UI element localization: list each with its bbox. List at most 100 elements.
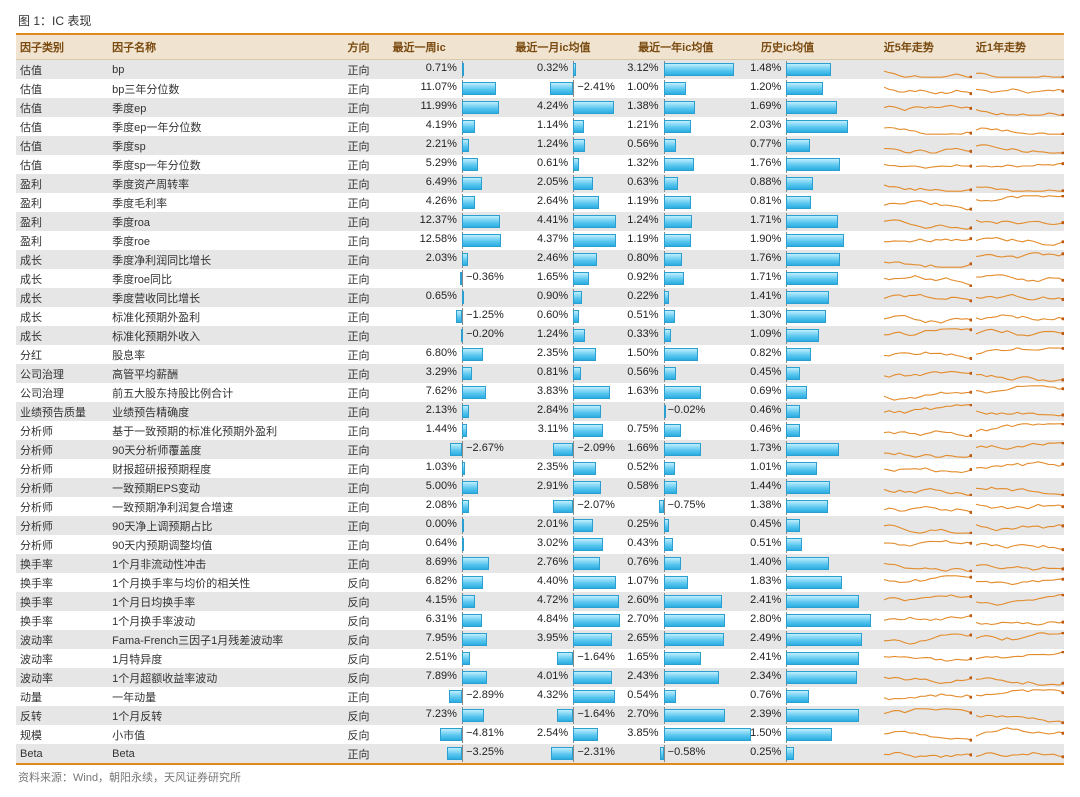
bar-y: 0.75% (638, 422, 753, 439)
sparkline (884, 328, 972, 344)
cell-s5 (880, 478, 972, 497)
bar-h: 0.46% (761, 422, 876, 439)
cell-cat: 成长 (16, 250, 108, 269)
bar-w: −2.67% (393, 441, 508, 458)
bar-y: 0.56% (638, 365, 753, 382)
table-header-row: 因子类别因子名称方向最近一周ic最近一月ic均值最近一年ic均值历史ic均值近5… (16, 35, 1064, 60)
sparkline (976, 81, 1064, 97)
table-row: 业绩预告质量业绩预告精确度正向2.13%2.84%−0.02%0.46% (16, 402, 1064, 421)
col-cat: 因子类别 (16, 35, 108, 60)
bar-w: −0.36% (393, 270, 508, 287)
bar-y: 3.12% (638, 61, 753, 78)
cell-name: 标准化预期外收入 (108, 326, 343, 345)
bar-m: 4.72% (515, 593, 630, 610)
sparkline (884, 556, 972, 572)
bar-y: 2.65% (638, 631, 753, 648)
bar-h: 0.82% (761, 346, 876, 363)
sparkline (884, 499, 972, 515)
cell-s5 (880, 174, 972, 193)
cell-s5 (880, 611, 972, 630)
sparkline (976, 480, 1064, 496)
cell-s1 (972, 98, 1064, 117)
cell-dir: 正向 (344, 98, 389, 117)
bar-y: 3.85% (638, 726, 753, 743)
table-row: 换手率1个月日均换手率反向4.15%4.72%2.60%2.41% (16, 592, 1064, 611)
cell-cat: 分红 (16, 345, 108, 364)
cell-dir: 正向 (344, 421, 389, 440)
bar-m: 4.37% (515, 232, 630, 249)
bar-w: 0.71% (393, 61, 508, 78)
bar-m: 0.32% (515, 61, 630, 78)
source-note: 资料来源：Wind，朝阳永续，天风证券研究所 (16, 769, 1064, 785)
cell-s5 (880, 516, 972, 535)
bar-m: −2.07% (515, 498, 630, 515)
bar-m: 1.65% (515, 270, 630, 287)
table-row: 反转1个月反转反向7.23%−1.64%2.70%2.39% (16, 706, 1064, 725)
bar-y: 0.51% (638, 308, 753, 325)
bar-y: 0.52% (638, 460, 753, 477)
bar-w: 7.62% (393, 384, 508, 401)
cell-s1 (972, 383, 1064, 402)
table-row: 波动率1月特异度反向2.51%−1.64%1.65%2.41% (16, 649, 1064, 668)
bar-y: 0.54% (638, 688, 753, 705)
sparkline (976, 366, 1064, 382)
cell-cat: 盈利 (16, 174, 108, 193)
table-row: 动量一年动量正向−2.89%4.32%0.54%0.76% (16, 687, 1064, 706)
sparkline (884, 442, 972, 458)
cell-dir: 正向 (344, 193, 389, 212)
table-row: 成长标准化预期外收入正向−0.20%1.24%0.33%1.09% (16, 326, 1064, 345)
cell-dir: 正向 (344, 231, 389, 250)
table-row: 成长季度roe同比正向−0.36%1.65%0.92%1.71% (16, 269, 1064, 288)
cell-name: 一致预期净利润复合增速 (108, 497, 343, 516)
cell-s5 (880, 117, 972, 136)
cell-dir: 正向 (344, 554, 389, 573)
cell-s5 (880, 98, 972, 117)
table-row: 分红股息率正向6.80%2.35%1.50%0.82% (16, 345, 1064, 364)
table-row: 分析师90天分析师覆盖度正向−2.67%−2.09%1.66%1.73% (16, 440, 1064, 459)
cell-s1 (972, 117, 1064, 136)
bar-h: 1.09% (761, 327, 876, 344)
table-row: 公司治理前五大股东持股比例合计正向7.62%3.83%1.63%0.69% (16, 383, 1064, 402)
bar-y: 0.33% (638, 327, 753, 344)
bar-w: 2.51% (393, 650, 508, 667)
bar-h: 1.76% (761, 156, 876, 173)
bar-w: 11.99% (393, 99, 508, 116)
cell-s1 (972, 402, 1064, 421)
bar-w: 6.82% (393, 574, 508, 591)
cell-name: Fama-French三因子1月残差波动率 (108, 630, 343, 649)
bar-h: 2.03% (761, 118, 876, 135)
cell-dir: 正向 (344, 136, 389, 155)
cell-name: bp (108, 60, 343, 80)
bar-w: 0.00% (393, 517, 508, 534)
bar-h: 1.90% (761, 232, 876, 249)
cell-s5 (880, 554, 972, 573)
table-row: 估值季度sp正向2.21%1.24%0.56%0.77% (16, 136, 1064, 155)
bar-h: 1.20% (761, 80, 876, 97)
table-row: 公司治理高管平均薪酬正向3.29%0.81%0.56%0.45% (16, 364, 1064, 383)
bar-y: −0.75% (638, 498, 753, 515)
table-row: BetaBeta正向−3.25%−2.31%−0.58%0.25% (16, 744, 1064, 763)
bar-w: −4.81% (393, 726, 508, 743)
sparkline (884, 62, 972, 78)
cell-cat: 分析师 (16, 459, 108, 478)
cell-dir: 正向 (344, 345, 389, 364)
bar-w: 5.00% (393, 479, 508, 496)
cell-cat: 分析师 (16, 478, 108, 497)
bar-h: 1.48% (761, 61, 876, 78)
cell-s1 (972, 79, 1064, 98)
bar-w: 11.07% (393, 80, 508, 97)
bar-w: 2.08% (393, 498, 508, 515)
bar-y: 1.00% (638, 80, 753, 97)
cell-cat: 估值 (16, 79, 108, 98)
cell-s5 (880, 364, 972, 383)
sparkline (884, 708, 972, 724)
bar-w: 7.89% (393, 669, 508, 686)
cell-s5 (880, 744, 972, 763)
bar-h: 1.73% (761, 441, 876, 458)
bar-m: 0.81% (515, 365, 630, 382)
cell-name: 季度roe (108, 231, 343, 250)
cell-s5 (880, 155, 972, 174)
cell-cat: Beta (16, 744, 108, 763)
bar-y: 0.92% (638, 270, 753, 287)
cell-s1 (972, 649, 1064, 668)
